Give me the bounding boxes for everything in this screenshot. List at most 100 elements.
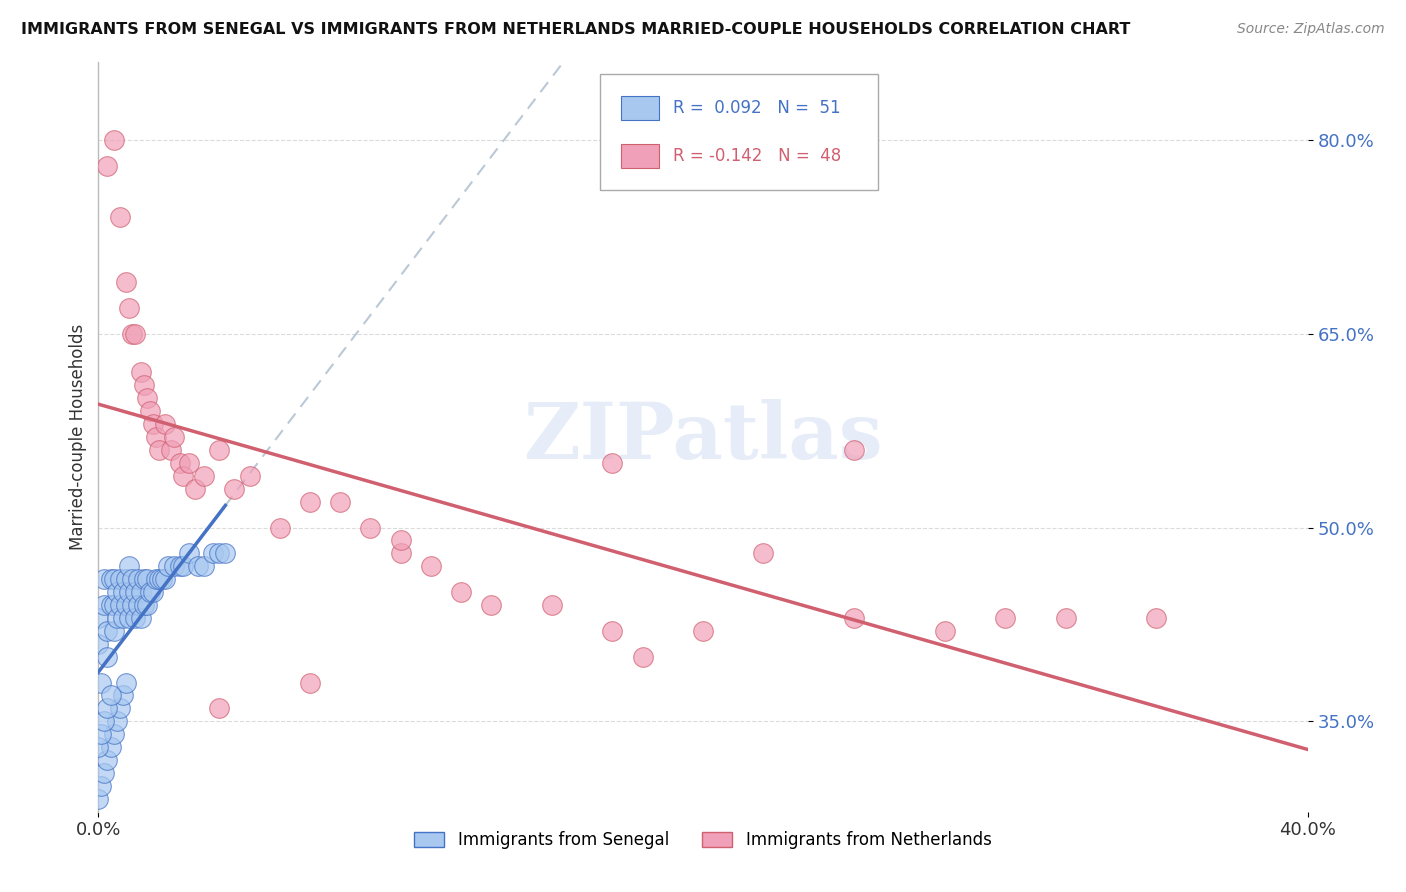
Bar <box>621 144 659 168</box>
Point <box>179 546 201 560</box>
Point <box>631 649 654 664</box>
Point <box>163 559 186 574</box>
Point <box>129 611 152 625</box>
Point <box>124 326 146 341</box>
Point <box>148 572 170 586</box>
Point <box>114 675 136 690</box>
Point <box>127 572 149 586</box>
Point <box>103 598 125 612</box>
Point <box>202 546 225 560</box>
Point <box>93 598 115 612</box>
Point <box>114 598 136 612</box>
Point <box>124 611 146 625</box>
Point <box>450 585 472 599</box>
Point <box>87 637 110 651</box>
Point <box>111 611 134 625</box>
Point <box>100 572 122 586</box>
Point <box>121 598 143 612</box>
Point <box>103 572 125 586</box>
Point <box>153 417 176 432</box>
Point <box>602 456 624 470</box>
Point <box>129 366 152 380</box>
Point <box>96 159 118 173</box>
Point <box>420 559 443 574</box>
Point <box>602 624 624 638</box>
Point <box>145 430 167 444</box>
Point <box>108 701 131 715</box>
Point <box>299 494 322 508</box>
Point <box>135 598 157 612</box>
Point <box>118 585 141 599</box>
Point <box>111 689 134 703</box>
Point <box>934 624 956 638</box>
Text: ZIPatlas: ZIPatlas <box>523 399 883 475</box>
Point <box>994 611 1017 625</box>
Text: IMMIGRANTS FROM SENEGAL VS IMMIGRANTS FROM NETHERLANDS MARRIED-COUPLE HOUSEHOLDS: IMMIGRANTS FROM SENEGAL VS IMMIGRANTS FR… <box>21 22 1130 37</box>
Point <box>87 740 110 755</box>
Text: Source: ZipAtlas.com: Source: ZipAtlas.com <box>1237 22 1385 37</box>
Point <box>214 546 236 560</box>
Point <box>145 572 167 586</box>
Point <box>139 585 162 599</box>
Point <box>844 611 866 625</box>
Y-axis label: Married-couple Households: Married-couple Households <box>69 324 87 550</box>
Point <box>481 598 503 612</box>
Point <box>108 598 131 612</box>
Point <box>87 792 110 806</box>
Point <box>132 572 155 586</box>
Point <box>239 468 262 483</box>
Point <box>208 701 231 715</box>
Point <box>124 585 146 599</box>
Legend: Immigrants from Senegal, Immigrants from Netherlands: Immigrants from Senegal, Immigrants from… <box>408 824 998 855</box>
Point <box>132 378 155 392</box>
Point <box>329 494 352 508</box>
Point <box>127 598 149 612</box>
Point <box>105 714 128 729</box>
Point <box>135 392 157 406</box>
Point <box>208 546 231 560</box>
Point <box>142 585 165 599</box>
Point <box>114 572 136 586</box>
Point <box>172 468 194 483</box>
Text: R = -0.142   N =  48: R = -0.142 N = 48 <box>672 146 841 165</box>
Point <box>105 585 128 599</box>
Point <box>93 572 115 586</box>
Point <box>108 211 131 225</box>
Point <box>1054 611 1077 625</box>
Point <box>169 559 191 574</box>
Point <box>269 520 291 534</box>
Point <box>111 585 134 599</box>
Point <box>193 468 215 483</box>
Point <box>184 482 207 496</box>
Point <box>179 456 201 470</box>
Point <box>299 675 322 690</box>
Point <box>87 611 110 625</box>
Point <box>90 779 112 793</box>
Point <box>135 572 157 586</box>
Point <box>93 714 115 729</box>
Point <box>118 559 141 574</box>
Point <box>844 442 866 457</box>
Bar <box>621 95 659 120</box>
Point <box>118 611 141 625</box>
Point <box>208 442 231 457</box>
Point <box>389 546 412 560</box>
Point <box>752 546 775 560</box>
Point <box>100 689 122 703</box>
Point <box>103 624 125 638</box>
Point <box>150 572 173 586</box>
Point <box>1144 611 1167 625</box>
Point <box>163 430 186 444</box>
Point <box>193 559 215 574</box>
Point <box>100 740 122 755</box>
Point <box>169 456 191 470</box>
Point <box>540 598 562 612</box>
Point <box>96 624 118 638</box>
Point <box>121 572 143 586</box>
Point <box>96 701 118 715</box>
Point <box>114 275 136 289</box>
Point <box>100 598 122 612</box>
Point <box>103 727 125 741</box>
Point <box>103 133 125 147</box>
Point <box>96 753 118 767</box>
